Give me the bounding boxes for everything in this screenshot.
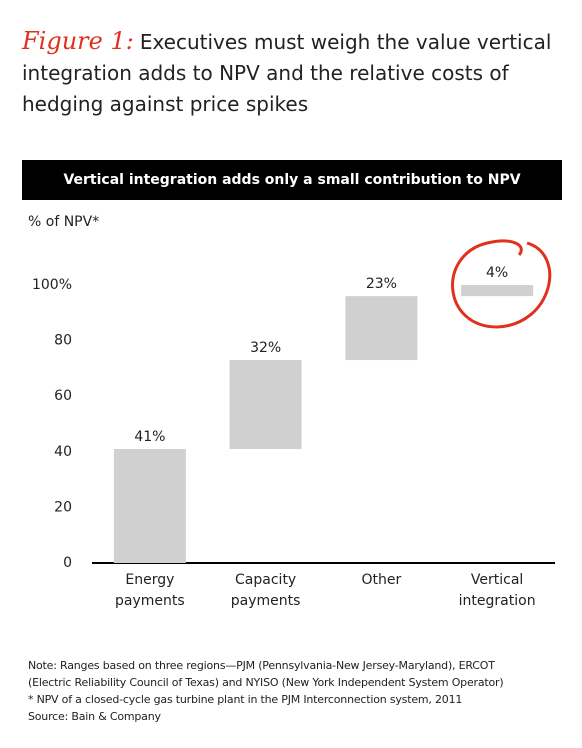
note-line: Source: Bain & Company [28,710,161,723]
chart-title: Executives must weigh the value vertical… [22,30,552,116]
note-line: * NPV of a closed-cycle gas turbine plan… [28,693,463,706]
title-block: Figure 1: Executives must weigh the value… [22,26,562,120]
y-tick-label: 80 [54,333,72,349]
note-line: (Electric Reliability Council of Texas) … [28,676,504,689]
y-tick-label: 0 [63,555,72,571]
value-label: 23% [366,276,397,292]
x-tick-label: Other [361,572,402,588]
figure-label: Figure 1: [22,27,134,55]
bar [345,296,418,361]
y-axis-label: % of NPV* [28,214,100,230]
bar [229,360,302,450]
y-tick-label: 60 [54,388,72,404]
highlight-circle [451,239,552,329]
x-tick-label: Vertical integration [458,572,536,609]
x-tick-label: Energy payments [115,572,185,609]
value-label: 41% [134,429,165,445]
value-label: 4% [486,265,508,281]
y-tick-label: 100% [32,277,72,293]
value-label: 32% [250,340,281,356]
bar [113,449,186,563]
bar [461,285,534,297]
y-tick-label: 20 [54,499,72,515]
notes: Note: Ranges based on three regions—PJM … [28,657,504,725]
x-tick-label: Capacity payments [230,572,301,609]
y-tick-label: 40 [54,444,72,460]
subtitle-banner: Vertical integration adds only a small c… [22,160,562,200]
note-line: Note: Ranges based on three regions—PJM … [28,659,495,672]
